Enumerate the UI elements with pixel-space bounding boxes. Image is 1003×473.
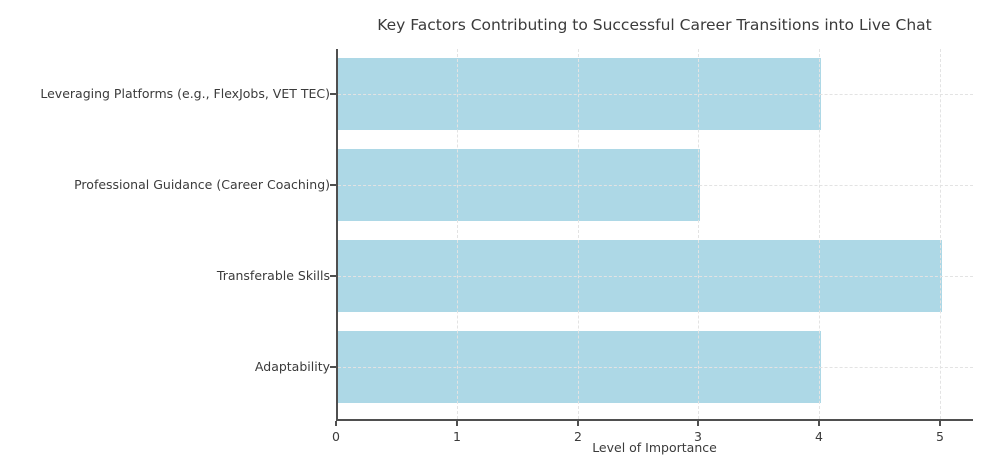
gridline-vertical (698, 49, 699, 419)
gridline-horizontal (338, 367, 973, 368)
x-tick-mark (335, 421, 337, 426)
x-tick-mark (818, 421, 820, 426)
x-tick-mark (939, 421, 941, 426)
y-tick-mark (330, 366, 336, 368)
x-tick-mark (456, 421, 458, 426)
x-tick-label: 1 (453, 429, 461, 444)
chart-title: Key Factors Contributing to Successful C… (377, 16, 932, 34)
x-tick-label: 3 (694, 429, 702, 444)
x-tick-label: 5 (936, 429, 944, 444)
y-tick-mark (330, 184, 336, 186)
y-axis-category-label: Transferable Skills (216, 268, 330, 283)
x-tick-label: 2 (574, 429, 582, 444)
gridline-vertical (578, 49, 579, 419)
y-axis-category-label: Adaptability (254, 359, 330, 374)
plot-area: 0 1 2 3 4 5 (332, 49, 973, 444)
gridline-horizontal (338, 94, 973, 95)
y-tick-mark (330, 275, 336, 277)
x-tick-mark (697, 421, 699, 426)
x-tick-mark (577, 421, 579, 426)
gridline-vertical (819, 49, 820, 419)
x-tick-label: 4 (815, 429, 823, 444)
x-axis-title: Level of Importance (592, 440, 717, 455)
y-axis-category-label: Leveraging Platforms (e.g., FlexJobs, VE… (40, 86, 330, 101)
gridline-vertical (457, 49, 458, 419)
gridline-horizontal (338, 185, 973, 186)
y-tick-mark (330, 93, 336, 95)
x-tick-label: 0 (332, 429, 340, 444)
y-axis-category-label: Professional Guidance (Career Coaching) (74, 177, 330, 192)
gridline-vertical (940, 49, 941, 419)
gridline-horizontal (338, 276, 973, 277)
